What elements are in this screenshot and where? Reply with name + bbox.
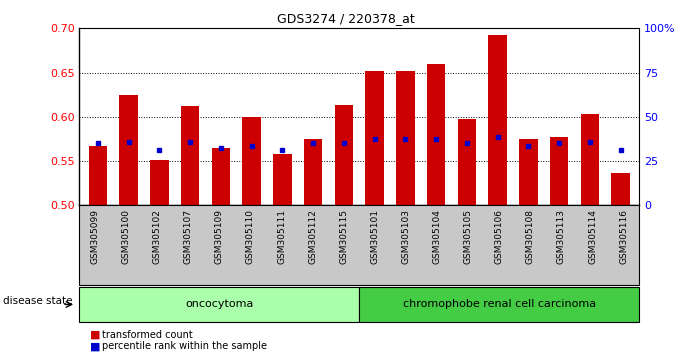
Text: ■: ■ <box>90 341 100 351</box>
Text: disease state: disease state <box>3 296 73 306</box>
Text: GSM305112: GSM305112 <box>308 209 317 264</box>
Text: GSM305104: GSM305104 <box>433 209 442 264</box>
Text: percentile rank within the sample: percentile rank within the sample <box>102 341 267 351</box>
Bar <box>550 137 569 205</box>
Bar <box>304 139 323 205</box>
Text: GSM305110: GSM305110 <box>246 209 255 264</box>
Text: GSM305099: GSM305099 <box>91 209 100 264</box>
Bar <box>211 148 230 205</box>
Text: chromophobe renal cell carcinoma: chromophobe renal cell carcinoma <box>403 299 596 309</box>
Bar <box>334 105 353 205</box>
Text: GSM305101: GSM305101 <box>370 209 379 264</box>
Bar <box>150 160 169 205</box>
Text: oncocytoma: oncocytoma <box>185 299 254 309</box>
Text: ■: ■ <box>90 330 100 339</box>
Bar <box>427 64 446 205</box>
Bar <box>519 139 538 205</box>
Text: GSM305113: GSM305113 <box>557 209 566 264</box>
Text: GSM305106: GSM305106 <box>495 209 504 264</box>
Bar <box>273 154 292 205</box>
Text: GSM305102: GSM305102 <box>153 209 162 264</box>
Text: GSM305114: GSM305114 <box>588 209 597 264</box>
Text: transformed count: transformed count <box>102 330 193 339</box>
Text: GSM305105: GSM305105 <box>464 209 473 264</box>
Bar <box>366 71 384 205</box>
Text: GSM305111: GSM305111 <box>277 209 286 264</box>
Text: GSM305115: GSM305115 <box>339 209 348 264</box>
Text: GSM305107: GSM305107 <box>184 209 193 264</box>
Bar <box>580 114 599 205</box>
Text: GSM305116: GSM305116 <box>619 209 628 264</box>
Bar <box>612 173 630 205</box>
Bar <box>243 117 261 205</box>
Text: GSM305109: GSM305109 <box>215 209 224 264</box>
Text: GSM305108: GSM305108 <box>526 209 535 264</box>
Bar <box>489 35 507 205</box>
Bar <box>120 95 138 205</box>
Bar <box>88 146 107 205</box>
Text: GSM305100: GSM305100 <box>122 209 131 264</box>
Text: GDS3274 / 220378_at: GDS3274 / 220378_at <box>276 12 415 25</box>
Text: GSM305103: GSM305103 <box>401 209 410 264</box>
Bar <box>457 120 476 205</box>
Bar <box>396 71 415 205</box>
Bar <box>181 106 200 205</box>
